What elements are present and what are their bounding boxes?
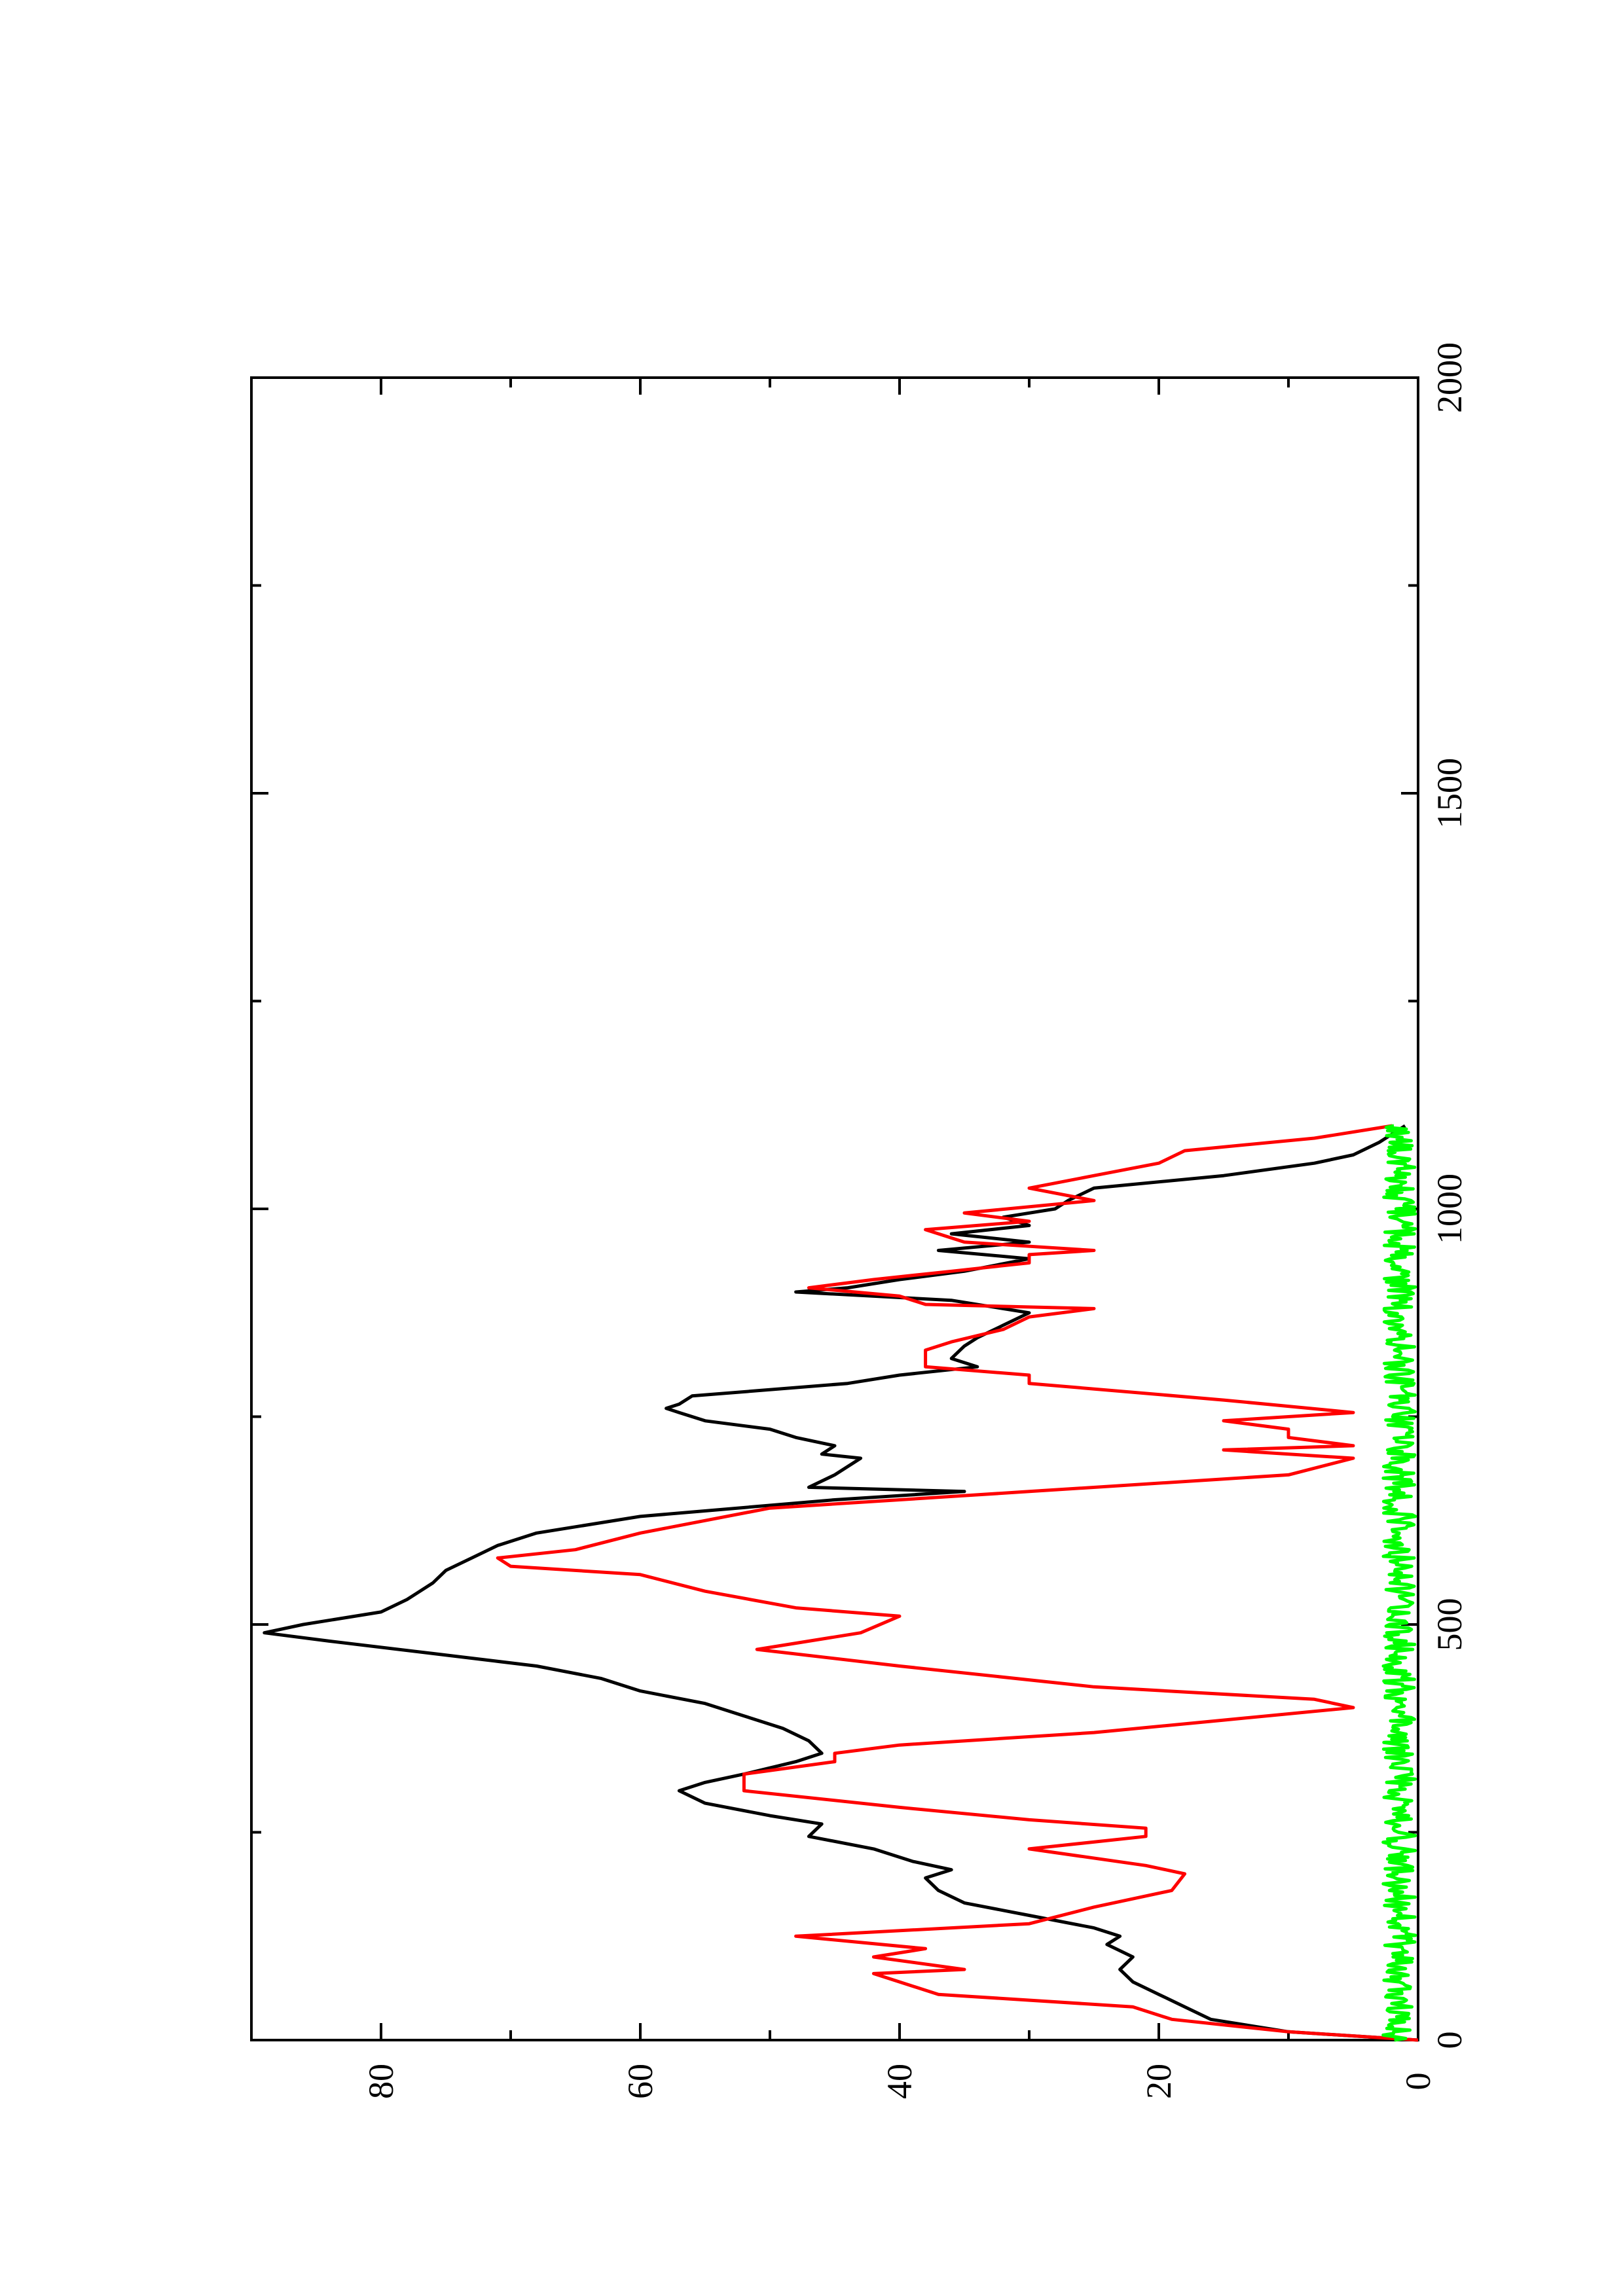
x-tick-label: 500 bbox=[1430, 1598, 1469, 1651]
series-line-0 bbox=[263, 1124, 1419, 2042]
series-line-1 bbox=[496, 1124, 1419, 2042]
y-tick-label: 40 bbox=[880, 2064, 919, 2099]
x-tick-label: 2000 bbox=[1430, 342, 1469, 413]
y-tick-label: 60 bbox=[621, 2064, 660, 2099]
axis-ticks bbox=[250, 376, 1419, 2041]
series-line-2 bbox=[1381, 1124, 1417, 2042]
y-tick-label: 80 bbox=[361, 2064, 401, 2099]
x-tick-label: 1500 bbox=[1430, 758, 1469, 829]
plot-frame bbox=[250, 376, 1419, 2041]
y-tick-label: 0 bbox=[1398, 2073, 1438, 2090]
chart-series bbox=[263, 1124, 1419, 2042]
x-tick-label: 1000 bbox=[1430, 1174, 1469, 1244]
y-tick-label: 20 bbox=[1139, 2064, 1178, 2099]
x-tick-label: 0 bbox=[1430, 2032, 1469, 2049]
